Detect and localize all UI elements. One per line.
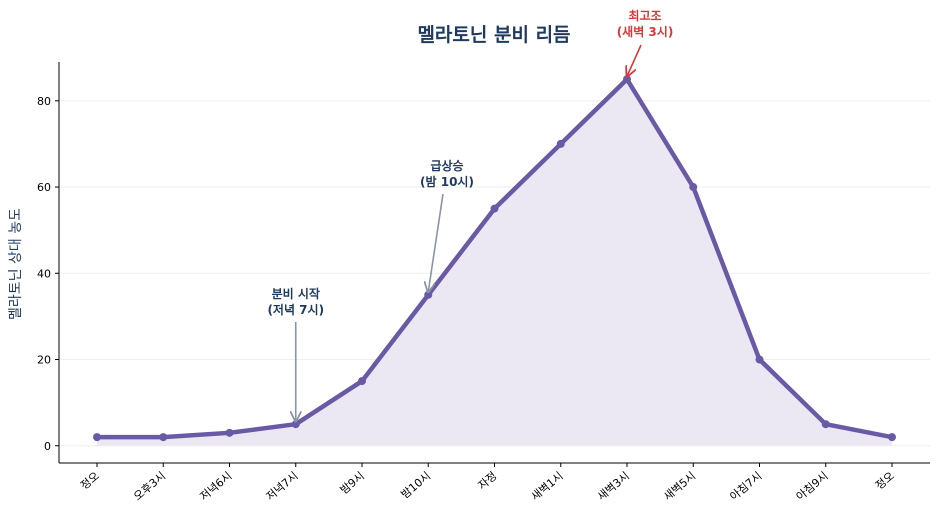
data-point: [490, 204, 499, 213]
y-tick-label: 80: [37, 95, 51, 108]
x-tick-label: 아침9시: [794, 469, 831, 503]
annotation-label: (밤 10시): [420, 174, 474, 189]
y-tick-label: 40: [37, 267, 51, 280]
data-point: [623, 75, 631, 84]
annotation-label: (저녁 7시): [267, 302, 324, 317]
x-tick-label: 정오: [78, 469, 102, 492]
data-point: [225, 428, 234, 437]
data-point: [291, 420, 300, 429]
data-point: [159, 433, 168, 442]
x-tick-label: 저녁6시: [197, 469, 234, 503]
data-point: [755, 355, 764, 364]
y-tick-label: 0: [44, 440, 51, 453]
annotation-arrow: [428, 193, 444, 292]
x-tick-label: 새벽5시: [661, 469, 698, 503]
area-fill-shape: [97, 79, 892, 446]
chart-title: 멜라토닌 분비 리듬: [417, 24, 570, 46]
y-axis-label: 멜라토닌 상대 농도: [8, 208, 24, 320]
annotation-label: 최고조: [628, 8, 661, 23]
annotations: 분비 시작(저녁 7시) 급상승(밤 10시) 최고조(새벽 3시): [267, 8, 673, 421]
y-tick-label: 60: [37, 181, 51, 194]
annotation-label: 분비 시작: [272, 286, 320, 301]
x-tick-label: 밤10시: [399, 469, 434, 501]
annotation-arrow: [627, 44, 642, 76]
x-tick-label: 밤9시: [338, 469, 367, 496]
x-tick-label: 아침7시: [727, 469, 764, 503]
x-tick-label: 자정: [476, 469, 500, 492]
area-fill: [97, 79, 892, 446]
annotation-label: 급상승: [430, 158, 463, 173]
data-point: [424, 290, 433, 299]
data-point: [888, 433, 896, 442]
data-point: [556, 139, 565, 148]
data-point: [93, 433, 101, 442]
x-tick-label: 정오: [873, 469, 897, 492]
y-tick-label: 20: [37, 354, 51, 367]
x-tick-label: 새벽3시: [595, 469, 632, 503]
data-point: [358, 377, 366, 386]
data-point: [689, 183, 698, 192]
x-tick-label: 오후3시: [131, 469, 168, 503]
x-tick-label: 저녁7시: [264, 469, 301, 503]
data-point: [821, 420, 830, 429]
x-tick-label: 새벽1시: [529, 469, 566, 503]
annotation-label: (새벽 3시): [617, 24, 674, 39]
